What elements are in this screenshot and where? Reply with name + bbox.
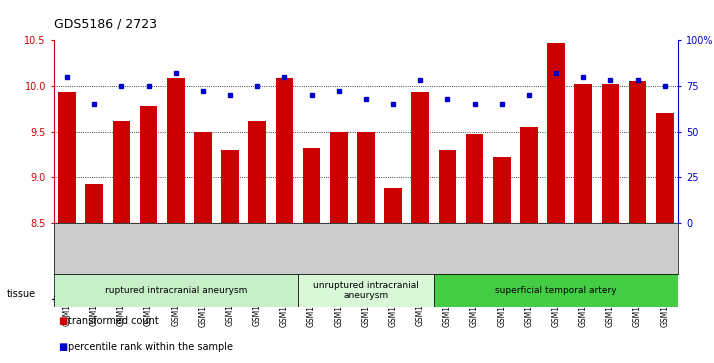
Bar: [547, 43, 565, 223]
Bar: [466, 134, 483, 223]
Bar: [86, 184, 103, 223]
Bar: [221, 150, 239, 223]
Bar: [194, 132, 212, 223]
Bar: [574, 84, 592, 223]
Bar: [438, 150, 456, 223]
Bar: [656, 113, 673, 223]
Bar: [167, 78, 185, 223]
Bar: [629, 81, 646, 223]
Bar: [276, 78, 293, 223]
Bar: [54, 274, 298, 307]
Bar: [330, 132, 348, 223]
Text: unruptured intracranial
aneurysm: unruptured intracranial aneurysm: [313, 281, 419, 300]
Text: GDS5186 / 2723: GDS5186 / 2723: [54, 18, 156, 31]
Text: ruptured intracranial aneurysm: ruptured intracranial aneurysm: [104, 286, 247, 295]
Bar: [357, 132, 375, 223]
Bar: [59, 92, 76, 223]
Bar: [602, 84, 619, 223]
Bar: [303, 148, 321, 223]
Text: transformed count: transformed count: [68, 316, 159, 326]
Text: superficial temporal artery: superficial temporal artery: [496, 286, 617, 295]
Text: ■: ■: [58, 342, 67, 352]
Bar: [248, 121, 266, 223]
Bar: [434, 274, 678, 307]
Text: percentile rank within the sample: percentile rank within the sample: [68, 342, 233, 352]
Bar: [520, 127, 538, 223]
Bar: [140, 106, 158, 223]
Bar: [384, 188, 402, 223]
Bar: [113, 121, 130, 223]
Bar: [493, 157, 511, 223]
Text: tissue: tissue: [7, 289, 36, 299]
Bar: [411, 92, 429, 223]
Bar: [298, 274, 434, 307]
Text: ■: ■: [58, 316, 67, 326]
